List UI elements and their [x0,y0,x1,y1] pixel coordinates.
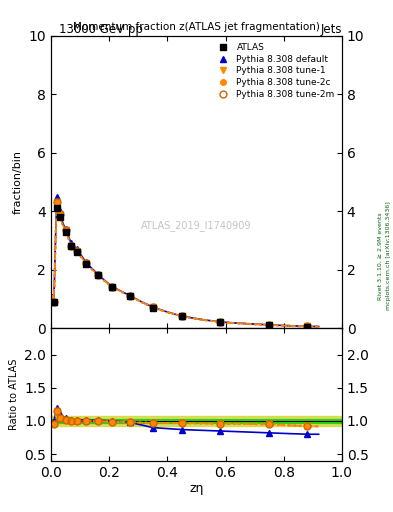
Pythia 8.308 tune-2m [69,243,74,249]
ATLAS [57,214,62,220]
Pythia 8.308 tune-1 [267,322,272,328]
Pythia 8.308 default [151,304,155,310]
ATLAS [151,305,155,311]
Text: Rivet 3.1.10, ≥ 2.9M events: Rivet 3.1.10, ≥ 2.9M events [378,212,383,300]
ATLAS [63,228,68,234]
Text: ATLAS_2019_I1740909: ATLAS_2019_I1740909 [141,220,252,231]
Pythia 8.308 tune-1 [127,292,132,298]
Pythia 8.308 tune-1 [51,298,56,305]
ATLAS [84,261,88,267]
Pythia 8.308 tune-2c [217,319,222,325]
Pythia 8.308 default [95,271,100,277]
Pythia 8.308 default [75,246,80,252]
Pythia 8.308 tune-2c [180,313,184,319]
Pythia 8.308 tune-1 [69,243,74,249]
Pythia 8.308 tune-2m [127,292,132,298]
Pythia 8.308 default [57,208,62,214]
Pythia 8.308 tune-2m [217,319,222,325]
Y-axis label: fraction/bin: fraction/bin [13,150,23,214]
Pythia 8.308 tune-2m [95,272,100,278]
Pythia 8.308 tune-1 [57,211,62,217]
Bar [51,419,342,423]
Line: Pythia 8.308 default: Pythia 8.308 default [51,194,310,329]
Pythia 8.308 default [84,259,88,265]
ATLAS [127,293,132,299]
Y-axis label: Ratio to ATLAS: Ratio to ATLAS [9,359,19,430]
Pythia 8.308 tune-2c [51,298,56,305]
Pythia 8.308 tune-1 [75,248,80,254]
Pythia 8.308 tune-2m [63,227,68,233]
Pythia 8.308 tune-2m [57,211,62,217]
Pythia 8.308 tune-1 [84,260,88,266]
ATLAS [51,298,56,305]
Pythia 8.308 tune-2c [305,324,309,330]
ATLAS [95,272,100,279]
Pythia 8.308 tune-2m [267,322,272,328]
ATLAS [180,313,184,319]
Line: Pythia 8.308 tune-1: Pythia 8.308 tune-1 [51,200,310,329]
Pythia 8.308 default [69,240,74,246]
ATLAS [267,322,272,328]
Line: Pythia 8.308 tune-2m: Pythia 8.308 tune-2m [51,199,310,330]
ATLAS [305,324,309,330]
Pythia 8.308 default [267,322,272,328]
Pythia 8.308 tune-2m [84,260,88,266]
Pythia 8.308 tune-2c [127,292,132,298]
Title: Momentum fraction z(ATLAS jet fragmentation): Momentum fraction z(ATLAS jet fragmentat… [73,23,320,32]
Pythia 8.308 tune-2c [267,322,272,328]
Bar [51,416,342,426]
Pythia 8.308 tune-1 [180,313,184,319]
Pythia 8.308 default [217,319,222,325]
Pythia 8.308 default [305,323,309,329]
Pythia 8.308 tune-2m [55,199,59,205]
Pythia 8.308 default [63,226,68,232]
Pythia 8.308 tune-1 [305,324,309,330]
Pythia 8.308 tune-2m [75,248,80,254]
Pythia 8.308 tune-2m [51,298,56,305]
Pythia 8.308 tune-2c [55,199,59,205]
Pythia 8.308 tune-2m [151,304,155,310]
Pythia 8.308 tune-2m [110,284,114,290]
Pythia 8.308 tune-2c [63,227,68,233]
Pythia 8.308 tune-1 [151,304,155,310]
Text: 13000 GeV pp: 13000 GeV pp [59,23,143,36]
Text: Jets: Jets [320,23,342,36]
Pythia 8.308 tune-1 [110,284,114,290]
Line: ATLAS: ATLAS [51,205,310,329]
Text: mcplots.cern.ch [arXiv:1306.3436]: mcplots.cern.ch [arXiv:1306.3436] [386,202,391,310]
ATLAS [217,319,222,325]
Pythia 8.308 tune-1 [55,199,59,205]
Pythia 8.308 default [110,284,114,290]
Pythia 8.308 tune-2c [84,260,88,266]
ATLAS [55,205,59,211]
Line: Pythia 8.308 tune-2c: Pythia 8.308 tune-2c [51,200,310,329]
Pythia 8.308 default [127,292,132,298]
Pythia 8.308 tune-2c [110,284,114,290]
Pythia 8.308 tune-2c [75,248,80,254]
Pythia 8.308 tune-2c [57,211,62,217]
Pythia 8.308 tune-2m [305,324,309,330]
Pythia 8.308 tune-2m [180,313,184,319]
Legend: ATLAS, Pythia 8.308 default, Pythia 8.308 tune-1, Pythia 8.308 tune-2c, Pythia 8: ATLAS, Pythia 8.308 default, Pythia 8.30… [211,40,338,101]
Pythia 8.308 default [180,313,184,319]
Pythia 8.308 default [51,298,56,305]
ATLAS [69,243,74,249]
Pythia 8.308 default [55,194,59,200]
Pythia 8.308 tune-2c [69,243,74,249]
Pythia 8.308 tune-1 [63,227,68,233]
Pythia 8.308 tune-2c [151,304,155,310]
Pythia 8.308 tune-2c [95,272,100,278]
ATLAS [75,249,80,255]
Pythia 8.308 tune-1 [217,319,222,325]
X-axis label: zη: zη [189,482,204,496]
Pythia 8.308 tune-1 [95,272,100,278]
ATLAS [110,284,114,290]
